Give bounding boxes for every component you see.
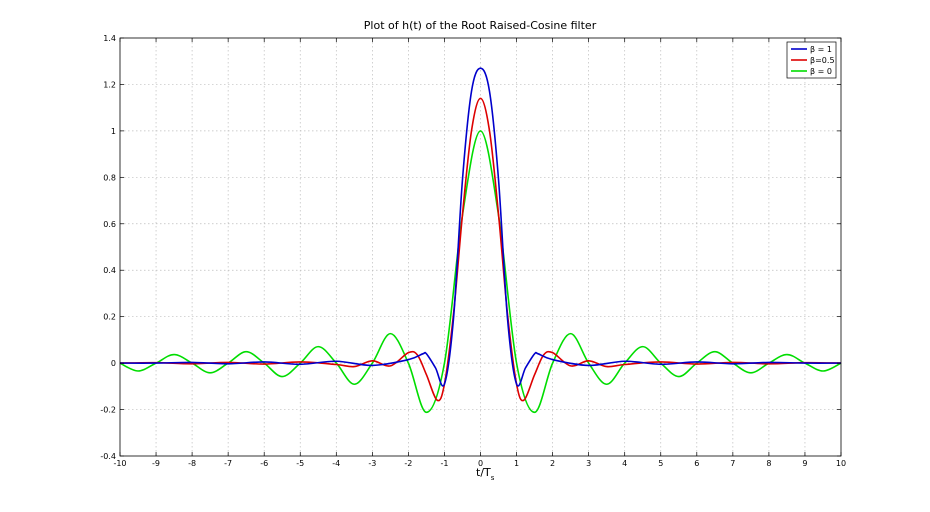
x-tick-label: 2 bbox=[550, 459, 555, 468]
legend-label-2: β = 0 bbox=[810, 67, 832, 76]
x-tick-label: -6 bbox=[260, 459, 268, 468]
series-line-2 bbox=[119, 130, 842, 414]
x-tick-label: 1 bbox=[514, 459, 519, 468]
x-tick-label: -5 bbox=[296, 459, 304, 468]
legend-label-0: β = 1 bbox=[810, 45, 832, 54]
legend[interactable]: β = 1 β=0.5 β = 0 bbox=[786, 41, 837, 79]
x-tick-label: 5 bbox=[658, 459, 663, 468]
x-tick-label: 10 bbox=[836, 459, 846, 468]
y-tick-label: 1 bbox=[111, 127, 116, 136]
x-tick-label: -10 bbox=[113, 459, 126, 468]
x-tick-label: -9 bbox=[152, 459, 160, 468]
y-tick-label: 0 bbox=[111, 359, 116, 368]
series-line-1 bbox=[119, 97, 842, 402]
chart-title: Plot of h(t) of the Root Raised-Cosine f… bbox=[364, 19, 597, 32]
x-axis-label-subscript: s bbox=[491, 474, 495, 482]
plot-series bbox=[119, 67, 842, 414]
legend-label-1: β=0.5 bbox=[810, 56, 835, 65]
x-tick-label: 3 bbox=[586, 459, 591, 468]
y-tick-label: 1.2 bbox=[103, 80, 116, 89]
y-tick-label: 0.8 bbox=[103, 173, 116, 182]
x-tick-label: 9 bbox=[802, 459, 807, 468]
x-tick-label: 4 bbox=[622, 459, 627, 468]
x-tick-label: 6 bbox=[694, 459, 699, 468]
x-tick-label: 8 bbox=[766, 459, 771, 468]
x-tick-label: -3 bbox=[368, 459, 376, 468]
series-line-0 bbox=[119, 67, 842, 387]
x-tick-label: -2 bbox=[404, 459, 412, 468]
ticks: -10 -9 -8 -7 -6 -5 -4 -3 -2 -1 0 1 2 3 4 5 6 7 8 9 10-0.4-0.… bbox=[100, 34, 846, 468]
y-tick-label: 1.4 bbox=[103, 34, 116, 43]
y-tick-label: 0.4 bbox=[103, 266, 116, 275]
legend-entries: β = 1 β=0.5 β = 0 bbox=[791, 45, 835, 76]
x-tick-label: -8 bbox=[188, 459, 196, 468]
y-tick-label: 0.6 bbox=[103, 220, 116, 229]
x-axis-label: t/Ts bbox=[476, 466, 495, 482]
y-tick-label: -0.4 bbox=[100, 452, 116, 461]
x-axis-label-main: t/T bbox=[476, 466, 491, 479]
x-tick-label: -1 bbox=[440, 459, 448, 468]
x-tick-label: 0 bbox=[478, 459, 483, 468]
x-tick-label: 7 bbox=[730, 459, 735, 468]
y-tick-label: -0.2 bbox=[100, 406, 116, 415]
x-tick-label: -4 bbox=[332, 459, 340, 468]
y-tick-label: 0.2 bbox=[103, 313, 116, 322]
x-tick-label: -7 bbox=[224, 459, 232, 468]
grid bbox=[120, 38, 841, 456]
